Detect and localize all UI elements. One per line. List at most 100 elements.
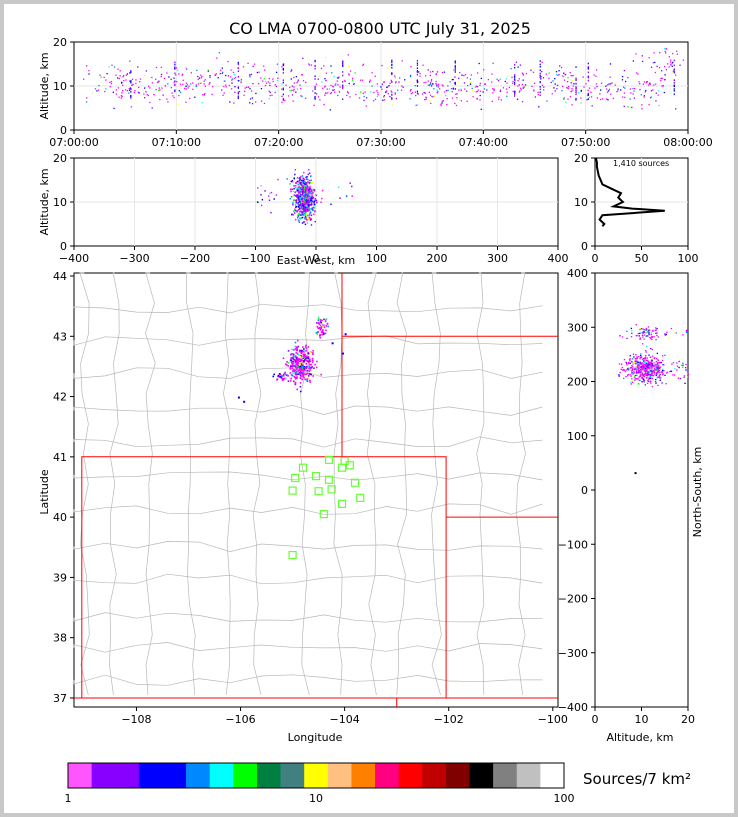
time-height-source bbox=[575, 77, 577, 80]
plan-source bbox=[307, 357, 310, 360]
time-height-source bbox=[230, 88, 233, 90]
time-height-source bbox=[454, 68, 456, 70]
time-height-source bbox=[122, 76, 124, 78]
ew-source bbox=[311, 194, 313, 197]
time-height-source bbox=[291, 89, 293, 91]
ew-source bbox=[298, 196, 300, 198]
ns-source bbox=[627, 367, 629, 370]
ew-source bbox=[321, 189, 324, 192]
time-height-source bbox=[627, 77, 629, 79]
time-height-source bbox=[617, 88, 619, 90]
ns-source bbox=[653, 336, 655, 338]
time-height-source bbox=[521, 101, 524, 103]
time-height-source bbox=[237, 87, 239, 89]
time-height-source bbox=[237, 96, 239, 98]
ns-source bbox=[639, 363, 641, 365]
time-height-source bbox=[570, 81, 572, 84]
ns-source bbox=[623, 369, 625, 371]
ns-source bbox=[684, 367, 687, 369]
ns-source bbox=[644, 358, 646, 360]
ew-source bbox=[305, 184, 308, 186]
time-height-source bbox=[348, 74, 350, 76]
ns-source bbox=[642, 359, 644, 361]
time-height-source bbox=[575, 93, 577, 96]
plan-source bbox=[298, 361, 301, 364]
ns-source bbox=[635, 360, 637, 362]
ns-source bbox=[644, 365, 646, 367]
ew-source bbox=[297, 180, 300, 182]
time-height-source bbox=[330, 65, 332, 67]
time-height-source bbox=[430, 79, 433, 81]
time-height-source bbox=[300, 95, 302, 97]
time-height-source bbox=[675, 74, 677, 76]
ew-source bbox=[308, 207, 311, 210]
plan-source bbox=[289, 366, 292, 369]
time-height-source bbox=[237, 61, 239, 64]
time-height-source bbox=[391, 94, 393, 96]
time-height-source bbox=[666, 63, 669, 65]
plan-source bbox=[296, 359, 299, 361]
ns-source bbox=[637, 364, 639, 366]
ew-tick-label: 100 bbox=[366, 252, 387, 265]
time-height-source bbox=[190, 72, 192, 74]
ew-source bbox=[303, 189, 305, 191]
ew-source bbox=[301, 185, 304, 187]
ns-source bbox=[629, 358, 631, 360]
time-height-source bbox=[131, 84, 133, 86]
ew-source bbox=[291, 213, 293, 216]
plan-source bbox=[306, 363, 309, 365]
time-height-source bbox=[445, 90, 448, 92]
plan-source bbox=[312, 353, 314, 356]
time-height-source bbox=[660, 77, 662, 80]
time-height-source bbox=[175, 67, 178, 69]
ew-source bbox=[293, 212, 296, 214]
ew-source bbox=[310, 199, 313, 202]
time-height-source bbox=[200, 82, 202, 84]
ns-source bbox=[643, 375, 645, 377]
time-height-source bbox=[230, 76, 232, 78]
plan-source bbox=[282, 374, 285, 377]
time-height-source bbox=[348, 73, 350, 75]
plan-source bbox=[316, 333, 319, 335]
ew-source bbox=[351, 195, 353, 197]
ew-source bbox=[312, 209, 314, 211]
time-height-source bbox=[293, 86, 295, 88]
ew-source bbox=[295, 184, 297, 187]
time-height-source bbox=[119, 75, 121, 77]
time-height-source bbox=[429, 100, 431, 102]
plan-source bbox=[307, 352, 310, 355]
ns-source bbox=[661, 371, 663, 373]
ew-source bbox=[293, 194, 296, 196]
time-height-source bbox=[441, 100, 443, 102]
time-height-source bbox=[263, 78, 265, 80]
county-boundary bbox=[431, 272, 442, 695]
plan-source bbox=[300, 358, 303, 361]
time-height-source bbox=[572, 85, 574, 87]
ns-source bbox=[641, 377, 643, 379]
time-height-source bbox=[511, 76, 513, 79]
ew-source bbox=[305, 187, 308, 190]
time-height-source bbox=[531, 85, 533, 87]
time-height-source bbox=[491, 100, 493, 103]
time-height-source bbox=[85, 65, 88, 67]
ew-source bbox=[308, 206, 310, 209]
plan-source bbox=[295, 363, 298, 366]
ns-source bbox=[631, 374, 633, 376]
time-height-source bbox=[282, 81, 284, 84]
time-height-source bbox=[382, 99, 384, 101]
plan-source bbox=[297, 366, 299, 369]
time-height-source bbox=[606, 98, 608, 100]
ns-source bbox=[683, 376, 685, 379]
time-height-source bbox=[621, 75, 624, 78]
time-height-source bbox=[575, 91, 577, 94]
ns-source bbox=[630, 336, 633, 338]
ns-source bbox=[634, 472, 637, 475]
ns-source bbox=[630, 381, 632, 384]
plan-source bbox=[320, 326, 322, 329]
time-height-source bbox=[554, 90, 556, 92]
ew-source bbox=[296, 202, 298, 204]
ew-source bbox=[299, 187, 301, 189]
time-height-source bbox=[451, 97, 454, 99]
ew-source bbox=[290, 190, 292, 193]
